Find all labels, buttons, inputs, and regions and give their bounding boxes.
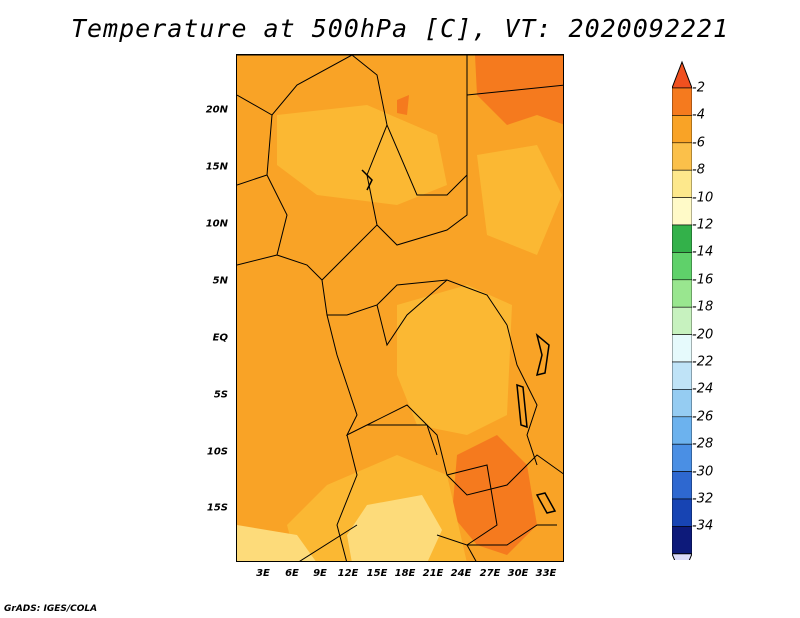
footer-credit: GrADS: IGES/COLA — [4, 604, 98, 614]
lon-label-15e: 15E — [366, 568, 388, 579]
lon-label-33e: 33E — [535, 568, 557, 579]
colorbar-cell — [672, 252, 692, 281]
lake-outlines — [361, 169, 557, 514]
colorbar-label: -18 — [692, 299, 714, 315]
colorbar-label: -14 — [692, 244, 714, 260]
colorbar-cell — [672, 142, 692, 171]
colorbar-label: -32 — [692, 491, 714, 507]
lat-label-15s: 15S — [206, 502, 228, 514]
colorbar-label: -8 — [692, 162, 705, 178]
colorbar-label: -34 — [692, 518, 714, 534]
colorbar-cells — [672, 60, 692, 560]
colorbar-label: -10 — [692, 190, 714, 206]
lon-label-3e: 3E — [256, 568, 270, 579]
lon-label-21e: 21E — [422, 568, 444, 579]
lon-label-6e: 6E — [285, 568, 299, 579]
lat-label-10s: 10S — [206, 446, 228, 458]
colorbar-cell — [672, 279, 692, 308]
colorbar-cell — [672, 361, 692, 390]
colorbar-cell — [672, 197, 692, 226]
colorbar-label: -30 — [692, 464, 714, 480]
lat-label-20n: 20N — [205, 104, 228, 116]
colorbar-label: -6 — [692, 135, 705, 151]
colorbar-cell — [672, 498, 692, 527]
colorbar-cell — [672, 224, 692, 253]
colorbar-cell — [672, 115, 692, 144]
lat-label-10n: 10N — [205, 218, 228, 230]
colorbar-label: -24 — [692, 381, 714, 397]
lat-label-eq: EQ — [212, 332, 228, 344]
cool-zone-northeast — [477, 145, 562, 255]
colorbar-label: -12 — [692, 217, 714, 233]
chart-title: Temperature at 500hPa [C], VT: 202009222… — [70, 14, 730, 43]
colorbar-label: -26 — [692, 409, 714, 425]
colorbar-cell — [672, 87, 692, 116]
lon-label-12e: 12E — [337, 568, 359, 579]
colorbar-top-arrow — [672, 60, 692, 89]
colorbar-label: -28 — [692, 436, 714, 452]
lat-label-5s: 5S — [213, 389, 228, 401]
lat-label-5n: 5N — [212, 275, 228, 287]
colorbar-cell — [672, 471, 692, 500]
colorbar-bottom-arrow — [672, 553, 692, 560]
coolest-zone-southwest — [237, 525, 316, 561]
map-field — [237, 55, 563, 561]
colorbar-label: -2 — [692, 80, 705, 96]
colorbar-cell — [672, 416, 692, 445]
colorbar-cell — [672, 443, 692, 472]
colorbar-cell — [672, 334, 692, 363]
coolest-zone-south — [347, 495, 442, 561]
colorbar-cell — [672, 306, 692, 335]
cool-zone-north — [277, 105, 447, 205]
map-panel — [236, 54, 564, 562]
lon-label-9e: 9E — [313, 568, 327, 579]
lon-label-24e: 24E — [450, 568, 472, 579]
warm-zone-southeast — [452, 435, 537, 555]
lat-label-15n: 15N — [205, 161, 228, 173]
colorbar-label: -20 — [692, 327, 714, 343]
lon-label-27e: 27E — [479, 568, 501, 579]
country-borders — [237, 55, 563, 561]
colorbar — [672, 60, 692, 560]
colorbar-label: -4 — [692, 107, 705, 123]
colorbar-label: -22 — [692, 354, 714, 370]
lon-label-18e: 18E — [394, 568, 416, 579]
colorbar-label: -16 — [692, 272, 714, 288]
warm-spot-north — [397, 95, 409, 115]
lon-label-30e: 30E — [507, 568, 529, 579]
cool-zone-center — [397, 285, 512, 435]
colorbar-cell — [672, 526, 692, 555]
colorbar-cell — [672, 169, 692, 198]
colorbar-cell — [672, 389, 692, 418]
